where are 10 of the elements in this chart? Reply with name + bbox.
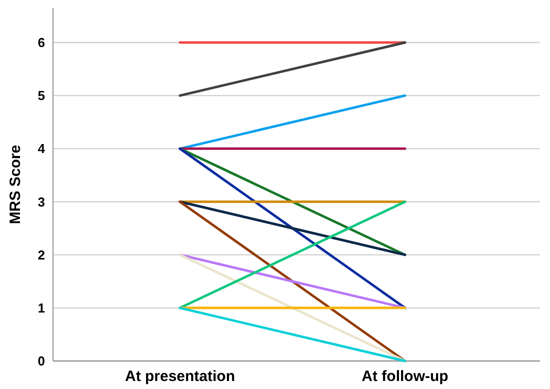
y-tick-label: 6	[38, 35, 45, 50]
y-tick-label: 1	[38, 300, 45, 316]
y-tick-label: 4	[38, 141, 46, 156]
x-tick-label: At follow-up	[362, 368, 448, 385]
y-tick-label: 2	[38, 247, 45, 262]
y-tick-label: 3	[38, 194, 45, 210]
y-tick-label: 0	[38, 354, 45, 369]
x-tick-label: At presentation	[124, 368, 236, 385]
y-axis-title: MRS Score	[7, 144, 24, 224]
y-tick-label: 5	[38, 88, 45, 104]
